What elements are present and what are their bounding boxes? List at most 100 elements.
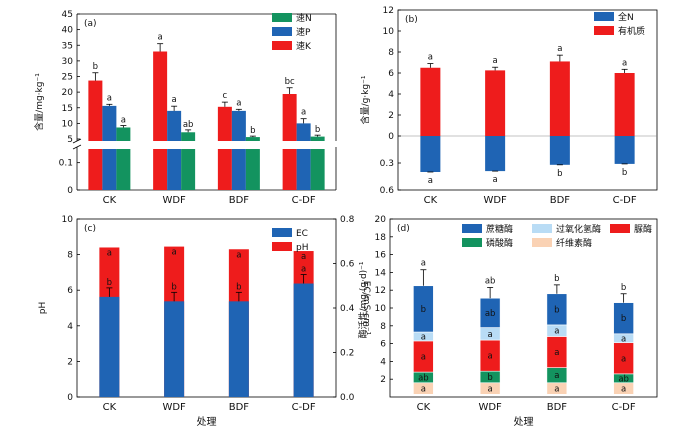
bar-b-有机质 (420, 67, 441, 136)
sig-letter-b: a (493, 175, 498, 185)
ytick-label-d: 8 (380, 322, 386, 332)
ytick-label-c: 2 (67, 357, 73, 367)
panel-label-a: (a) (84, 19, 97, 29)
legend-label-d: 蔗糖酶 (486, 223, 513, 235)
sig-letter-d: ab (418, 373, 429, 383)
sig-letter-d: a (488, 385, 493, 395)
bar-a-速K-upper (282, 94, 297, 141)
ytick-label-a: 30 (62, 57, 74, 67)
xtick-label-a: BDF (229, 195, 250, 206)
legend-label-d: 磷酸酶 (486, 237, 513, 249)
ytick-label-d: 14 (375, 268, 387, 278)
sig-letter-d: a (621, 334, 626, 344)
sig-letter-d-top: b (554, 274, 559, 284)
sig-letter-a: ab (183, 120, 194, 130)
legend-swatch-a (272, 27, 292, 36)
sig-letter-d: b (421, 305, 426, 315)
bar-a-速K-lower (88, 149, 103, 190)
panel-label-b: (b) (405, 15, 418, 25)
ylabel-b: 含量/g·kg⁻¹ (359, 75, 371, 124)
ytick-label-c-right: 0.6 (340, 260, 355, 270)
legend-label-b: 全N (618, 11, 634, 23)
ytick-label-b: 10 (383, 27, 395, 37)
ytick-label-d: 20 (375, 215, 387, 225)
sig-letter-d: a (421, 332, 426, 342)
ylabel-c: pH (38, 302, 48, 314)
bar-a-速K-upper (88, 80, 103, 141)
ytick-label-b: 8 (388, 48, 394, 58)
legend-swatch-d (532, 224, 552, 233)
bar-b-有机质 (485, 70, 506, 136)
bar-a-速P-lower (231, 149, 246, 190)
ytick-label-c-right: 0.0 (340, 393, 355, 403)
xtick-label-a: CK (103, 195, 117, 206)
bar-a-速N-upper (245, 137, 260, 141)
xtick-label-a: WDF (162, 195, 186, 206)
legend-label-b: 有机质 (618, 25, 645, 37)
xtick-label-c: WDF (162, 402, 186, 413)
ylabel-c-right: EC/mS·cm⁻¹ (361, 281, 371, 336)
sig-letter-b: a (428, 53, 433, 63)
sig-letter-a: c (223, 91, 228, 101)
ytick-label-d: 6 (380, 340, 386, 350)
bar-a-速N-lower (181, 149, 196, 190)
sig-letter-a: a (236, 98, 241, 108)
bar-a-速K-lower (282, 149, 297, 190)
ytick-label-b: 0 (388, 132, 394, 142)
legend-swatch-d (610, 224, 630, 233)
bar-a-速N-upper (116, 127, 131, 141)
panel-label-c: (c) (84, 224, 96, 234)
sig-letter-b: b (622, 168, 627, 178)
ytick-label-d: 2 (380, 375, 386, 385)
bar-b-全N (549, 136, 570, 165)
bar-c-EC (164, 301, 185, 397)
ytick-label-a: 25 (62, 73, 73, 83)
bar-a-速P-upper (102, 105, 117, 141)
sig-letter-c: a (236, 250, 241, 260)
sig-letter-d: a (621, 385, 626, 395)
bar-a-速N-lower (116, 149, 131, 190)
sig-letter-d: b (621, 314, 626, 324)
bar-a-速K-upper (217, 106, 232, 141)
xtick-label-d: WDF (478, 402, 502, 413)
ytick-label-c-right: 0.4 (340, 304, 355, 314)
ytick-label-d: 16 (375, 251, 387, 261)
xtick-label-b: BDF (550, 195, 571, 206)
sig-letter-d: b (487, 373, 492, 383)
ytick-label-b: 0.6 (380, 186, 395, 196)
bar-a-速N-lower (310, 149, 325, 190)
sig-letter-a: a (301, 108, 306, 118)
bar-b-全N (614, 136, 635, 164)
sig-letter-d: a (488, 330, 493, 340)
panel-label-d: (d) (397, 224, 410, 234)
ytick-label-b: 12 (383, 6, 394, 16)
legend-swatch-d (462, 224, 482, 233)
legend-swatch-d (532, 238, 552, 247)
bar-a-速K-lower (153, 149, 168, 190)
bar-a-速K-lower (217, 149, 232, 190)
sig-letter-c: a (301, 252, 306, 262)
bar-a-速N-upper (310, 136, 325, 141)
sig-letter-b: b (557, 169, 562, 179)
sig-letter-c: a (107, 248, 112, 258)
bar-a-速P-lower (102, 149, 117, 190)
sig-letter-a: a (121, 116, 126, 126)
ylabel-d: 酶活性/mg·(g·d)⁻¹ (357, 261, 369, 338)
ytick-label-d: 10 (375, 304, 387, 314)
ytick-label-a: 35 (62, 41, 73, 51)
sig-letter-c: b (171, 282, 176, 292)
sig-letter-b: a (622, 58, 627, 68)
legend-swatch-a (272, 13, 292, 22)
ytick-label-c: 8 (67, 251, 73, 261)
sig-letter-d: a (421, 385, 426, 395)
ytick-label-a: 20 (62, 88, 74, 98)
legend-label-a: 速K (296, 41, 312, 52)
bar-a-速N-upper (181, 132, 196, 141)
xtick-label-d: C-DF (612, 402, 636, 413)
sig-letter-d: a (554, 348, 559, 358)
ytick-label-b: 0.3 (380, 159, 394, 169)
bar-a-速P-lower (296, 149, 311, 190)
sig-letter-b: a (557, 44, 562, 54)
sig-letter-a: b (250, 126, 255, 136)
sig-letter-d: a (554, 385, 559, 395)
